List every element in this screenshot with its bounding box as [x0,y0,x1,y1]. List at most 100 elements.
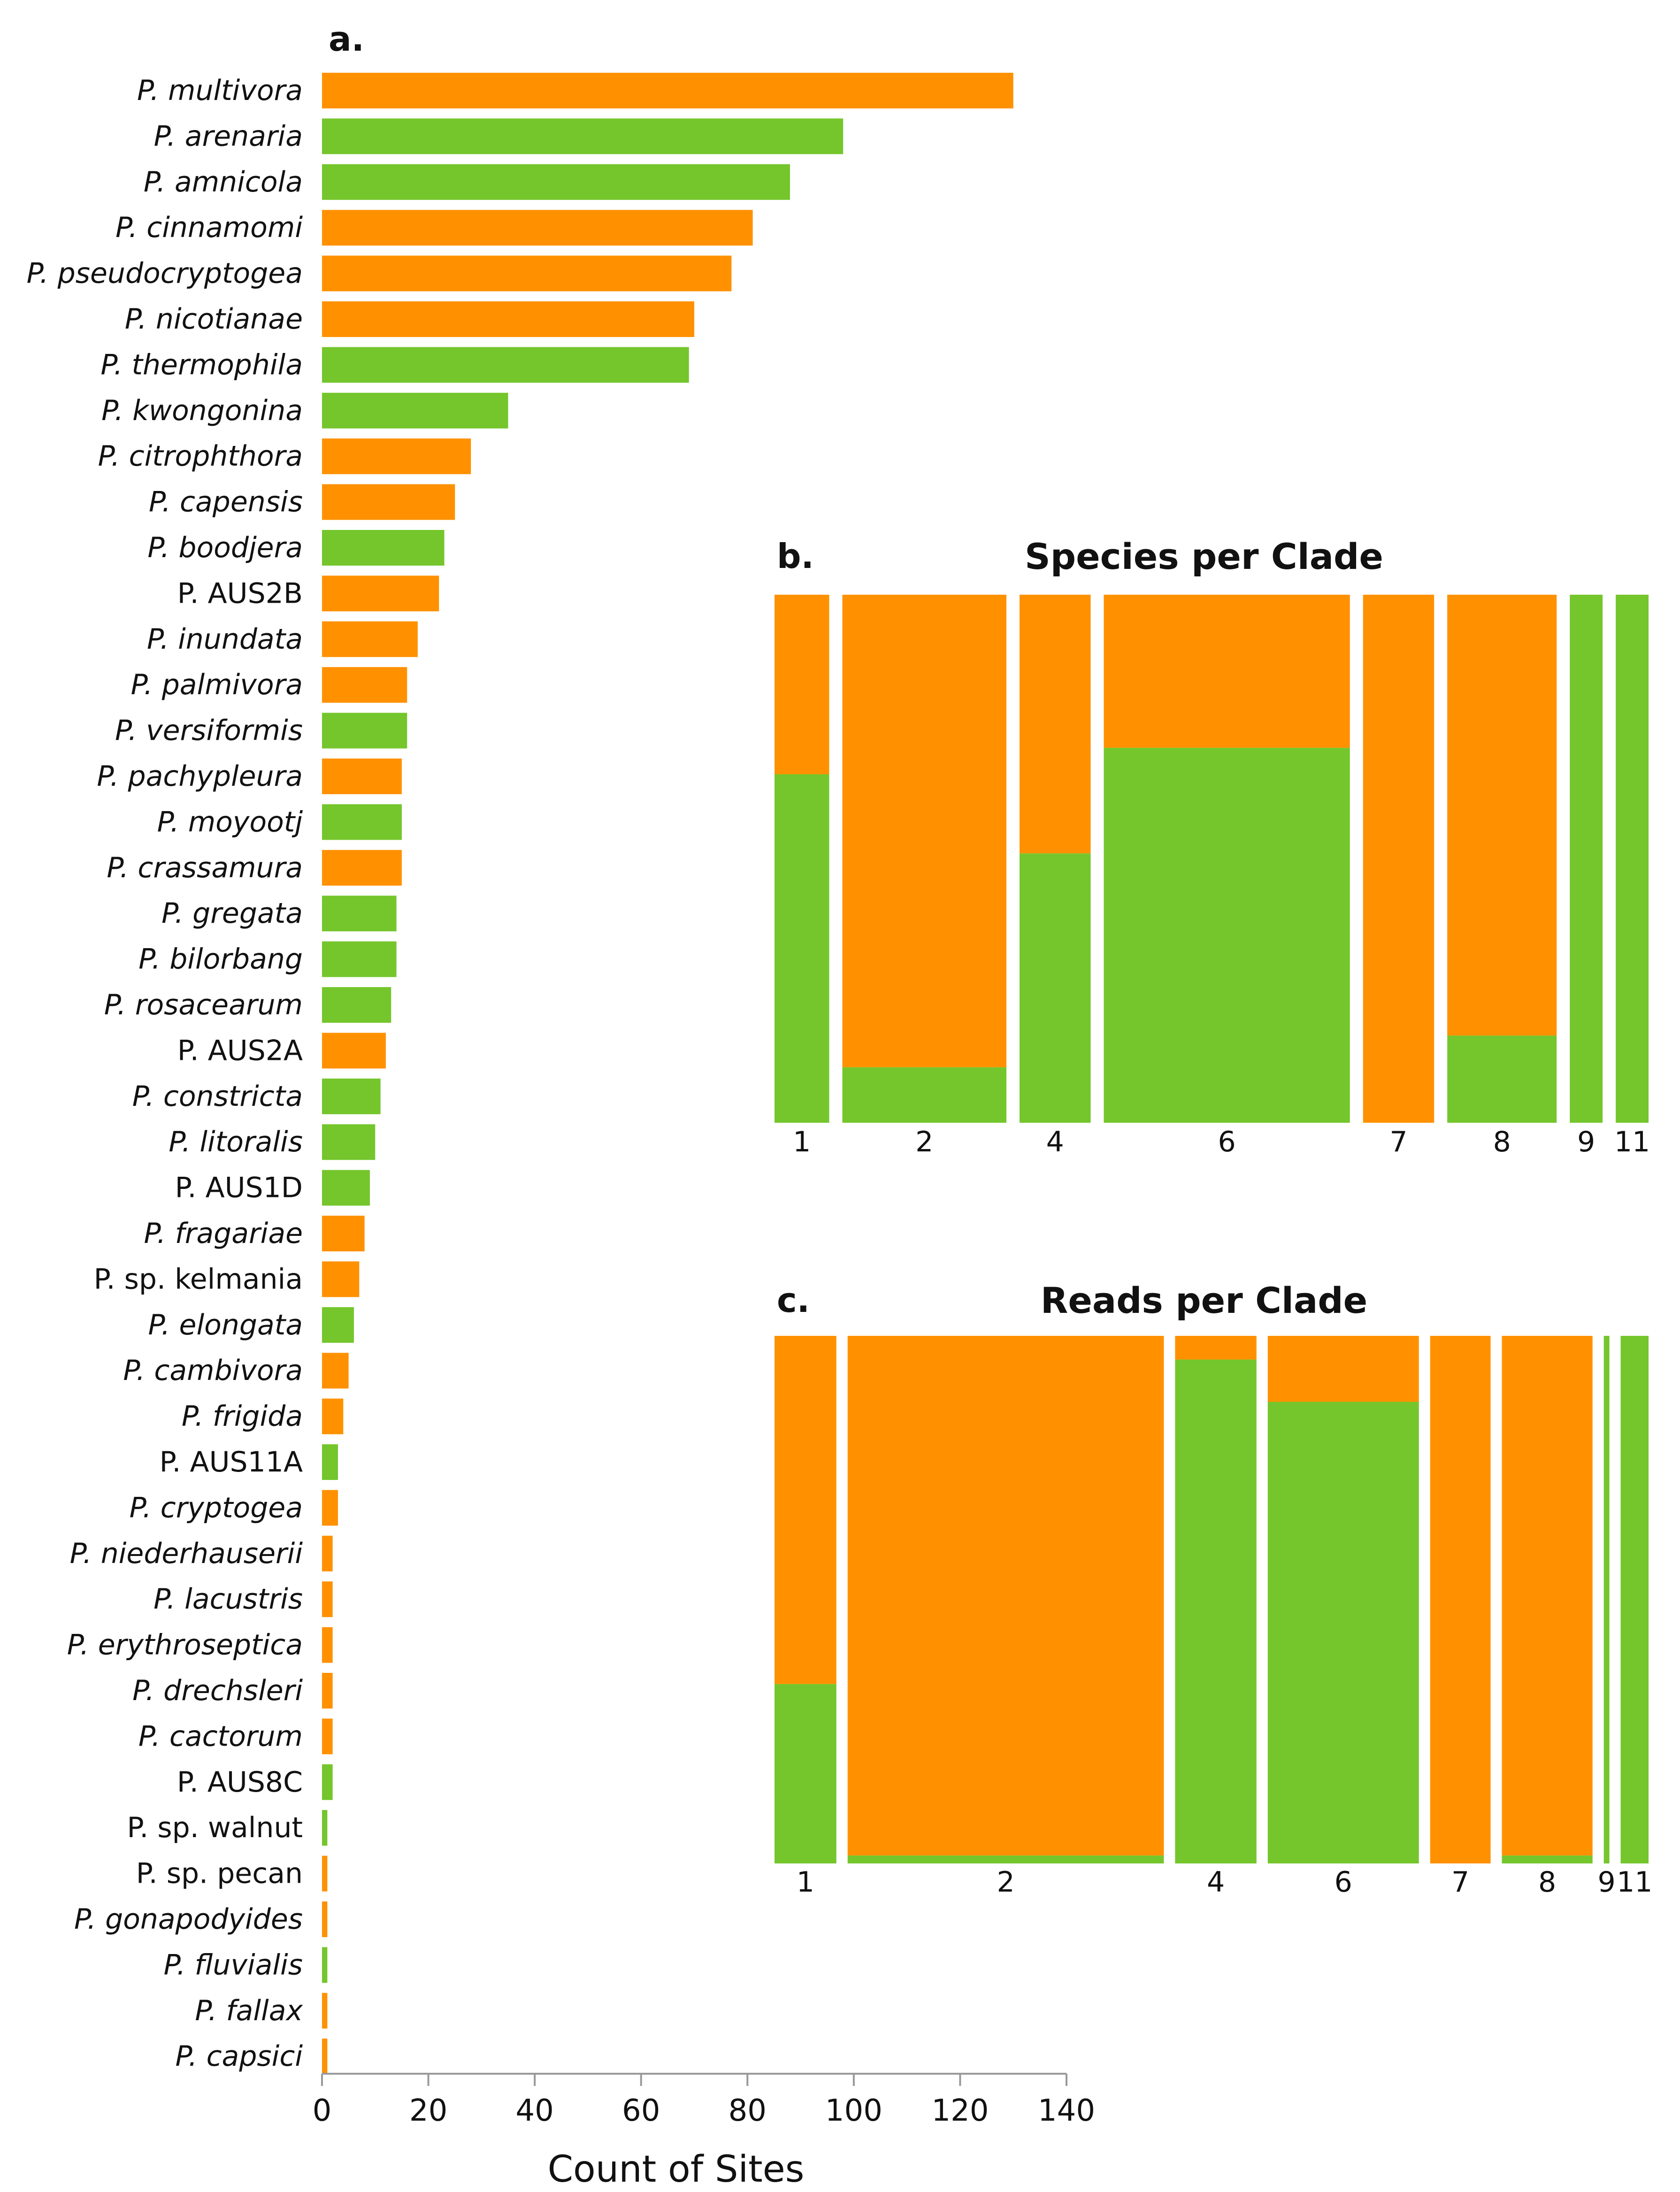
species-label-p-sp-kelmania: P. sp. kelmania [94,1263,303,1295]
species-label-p-pseudocryptogea: P. pseudocryptogea [27,257,303,290]
bar-p-constricta [322,1078,381,1114]
species-label-p-amnicola: P. amnicola [144,166,303,199]
bar-p-erythroseptica [322,1627,333,1663]
reads-per-clade-mosaic: 1 2 4 6 7 8 9 11 [775,1336,1652,1899]
panel-b-letter: b. [777,537,814,576]
species-label-p-boodjera: P. boodjera [147,531,303,564]
b-clade-8-orange-segment [1447,595,1557,1036]
b-clade-label-2: 2 [915,1126,933,1158]
b-clade-label-8: 8 [1493,1126,1511,1158]
bar-p-boodjera [322,530,445,566]
b-clade-label-4: 4 [1046,1126,1064,1158]
panel-c-letter: c. [777,1280,810,1320]
c-clade-1-orange-segment [775,1336,836,1684]
b-clade-6-green-segment [1104,748,1350,1123]
b-clade-label-7: 7 [1389,1126,1407,1158]
c-clade-label-11: 11 [1617,1866,1652,1899]
b-clade-label-6: 6 [1218,1126,1236,1158]
bar-p-aus2a [322,1033,386,1069]
species-bars [322,73,1013,2075]
species-label-p-fluvialis: P. fluvialis [164,1948,303,1981]
bar-p-multivora [322,73,1013,108]
x-tick-label-40: 40 [515,2093,553,2128]
c-clade-label-2: 2 [997,1866,1014,1899]
x-tick-label-120: 120 [931,2093,989,2128]
panel-a-letter: a. [329,19,364,59]
panel-c-reads-per-clade: c. Reads per Clade 1 2 4 6 7 8 9 11 [775,1280,1652,1899]
species-label-p-versiformis: P. versiformis [115,714,303,747]
species-labels: P. multivora P. arenaria P. amnicola P. cin… [27,74,303,2073]
bar-p-lacustris [322,1581,333,1617]
bar-p-sp-pecan [322,1855,328,1892]
bar-p-niederhauserii [322,1535,333,1571]
bar-p-kwongonina [322,392,508,429]
b-clade-11-green-segment [1616,595,1649,1123]
bar-p-cinnamomi [322,210,753,246]
bar-p-crassamura [322,850,402,886]
species-label-p-cryptogea: P. cryptogea [130,1491,303,1524]
species-label-p-multivora: P. multivora [137,74,303,107]
b-clade-label-9: 9 [1577,1126,1595,1158]
species-label-p-moyootj: P. moyootj [157,805,303,838]
bar-p-citrophthora [322,438,471,475]
bar-p-inundata [322,621,418,657]
c-clade-8-green-segment [1502,1855,1593,1863]
species-label-p-sp-walnut: P. sp. walnut [127,1811,303,1844]
bar-p-pachypleura [322,759,402,794]
c-clade-label-4: 4 [1207,1866,1225,1899]
b-clade-1-orange-segment [775,595,829,774]
species-label-p-constricta: P. constricta [132,1080,303,1113]
x-tick-label-20: 20 [409,2093,447,2128]
bar-p-capensis [322,484,455,520]
species-label-p-pachypleura: P. pachypleura [97,760,303,793]
species-label-p-lacustris: P. lacustris [153,1583,303,1616]
b-clade-8-green-segment [1447,1035,1557,1123]
c-clade-label-1: 1 [797,1866,814,1899]
bar-p-thermophila [322,347,689,383]
species-label-p-rosacearum: P. rosacearum [104,989,303,1021]
bar-p-fragariae [322,1216,365,1251]
bar-p-pseudocryptogea [322,255,732,291]
c-clade-7-orange-segment [1430,1336,1491,1863]
c-clade-6-green-segment [1267,1402,1419,1863]
bar-p-frigida [322,1398,344,1434]
species-label-p-niederhauserii: P. niederhauserii [70,1537,303,1570]
bar-p-litoralis [322,1124,376,1160]
species-label-p-arenaria: P. arenaria [154,120,303,153]
bar-p-fallax [322,1993,328,2029]
bar-p-aus2b [322,575,439,612]
bar-p-cryptogea [322,1490,338,1526]
b-clade-7-orange-segment [1363,595,1435,1123]
b-clade-label-1: 1 [793,1126,811,1158]
bar-p-nicotianae [322,301,694,337]
bar-p-cactorum [322,1718,333,1755]
x-axis: 0 20 40 60 80 100 120 140 [313,2073,1095,2128]
bar-p-palmivora [322,667,407,703]
species-label-p-bilorbang: P. bilorbang [138,943,303,976]
b-clade-label-11: 11 [1614,1126,1650,1158]
x-tick-label-100: 100 [825,2093,882,2128]
b-clade-2-orange-segment [842,595,1007,1067]
species-label-p-drechsleri: P. drechsleri [132,1674,303,1707]
c-clade-label-6: 6 [1335,1866,1352,1899]
species-label-p-aus1d: P. AUS1D [175,1172,303,1204]
x-tick-label-60: 60 [622,2093,660,2128]
species-label-p-capsici: P. capsici [176,2040,303,2073]
species-label-p-aus11a: P. AUS11A [160,1446,303,1479]
species-label-p-elongata: P. elongata [148,1309,303,1341]
c-clade-9-green-segment [1603,1336,1610,1863]
panel-c-title: Reads per Clade [1041,1280,1367,1321]
bar-p-aus11a [322,1444,338,1480]
c-clade-2-green-segment [847,1855,1164,1863]
c-clade-4-orange-segment [1175,1336,1257,1360]
bar-p-aus8c [322,1764,333,1800]
species-label-p-kwongonina: P. kwongonina [101,394,303,427]
b-clade-4-orange-segment [1020,595,1091,854]
species-label-p-crassamura: P. crassamura [107,851,303,884]
species-label-p-frigida: P. frigida [182,1400,303,1433]
species-label-p-sp-pecan: P. sp. pecan [136,1857,303,1890]
panel-a-species-bar-chart: a. P. multivora P. arenaria P. amnicola P. … [27,19,1095,2191]
b-clade-6-orange-segment [1104,595,1350,748]
species-label-p-citrophthora: P. citrophthora [98,440,303,473]
